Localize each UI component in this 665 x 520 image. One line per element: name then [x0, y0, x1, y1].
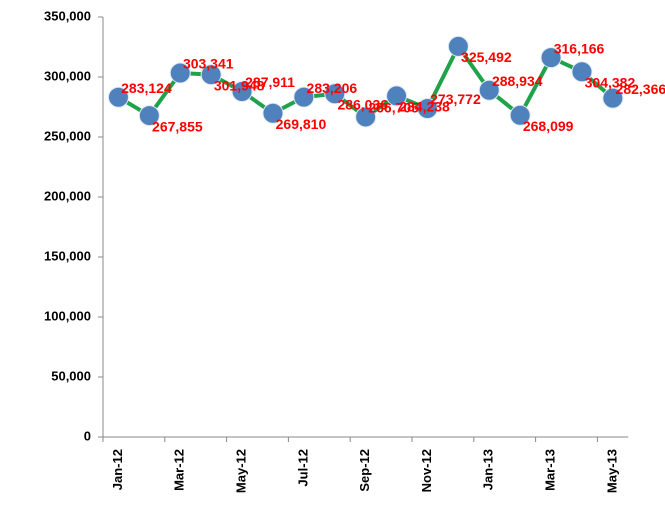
marker: [169, 62, 191, 84]
marker: [200, 64, 222, 86]
data-label: 286,036: [337, 96, 388, 112]
data-label: 325,492: [461, 49, 512, 65]
data-label: 303,341: [183, 56, 234, 72]
data-label: 301,948: [214, 77, 265, 93]
marker: [107, 86, 129, 108]
marker: [355, 106, 377, 128]
data-label: 283,124: [121, 80, 172, 96]
x-tick-label: Jan-12: [110, 449, 125, 490]
y-tick-label: 350,000: [44, 8, 91, 23]
y-tick-label: 0: [84, 428, 91, 443]
marker: [262, 102, 284, 124]
data-label: 284,238: [399, 99, 450, 115]
data-label: 288,934: [492, 73, 543, 89]
x-tick-label: May-12: [233, 449, 248, 493]
data-label: 316,166: [554, 40, 605, 56]
marker: [447, 35, 469, 57]
marker: [324, 83, 346, 105]
x-tick-label: Sep-12: [357, 449, 372, 492]
marker: [478, 79, 500, 101]
marker: [231, 81, 253, 103]
x-tick-label: Jan-13: [481, 449, 496, 490]
y-tick-label: 150,000: [44, 248, 91, 263]
marker: [540, 47, 562, 69]
y-tick-label: 200,000: [44, 188, 91, 203]
data-label: 269,810: [276, 116, 327, 132]
x-tick-label: May-13: [604, 449, 619, 493]
data-label: 268,099: [523, 118, 574, 134]
x-tick-label: Mar-12: [172, 449, 187, 491]
y-tick-label: 300,000: [44, 68, 91, 83]
data-label: 267,855: [152, 118, 203, 134]
data-label: 282,366: [616, 81, 665, 97]
marker: [571, 61, 593, 83]
marker: [293, 86, 315, 108]
x-tick-label: Nov-12: [419, 449, 434, 492]
marker: [602, 87, 624, 109]
data-label: 273,772: [430, 91, 481, 107]
y-tick-label: 100,000: [44, 308, 91, 323]
marker: [416, 97, 438, 119]
data-label: 283,206: [307, 80, 358, 96]
marker: [138, 105, 160, 127]
data-label: 304,382: [585, 74, 636, 90]
y-tick-label: 50,000: [51, 368, 91, 383]
x-tick-label: Jul-12: [295, 449, 310, 487]
marker: [509, 104, 531, 126]
marker: [386, 85, 408, 107]
y-tick-label: 250,000: [44, 128, 91, 143]
x-tick-label: Mar-13: [542, 449, 557, 491]
data-label: 287,911: [245, 74, 295, 90]
data-label: 266,705: [368, 100, 419, 116]
